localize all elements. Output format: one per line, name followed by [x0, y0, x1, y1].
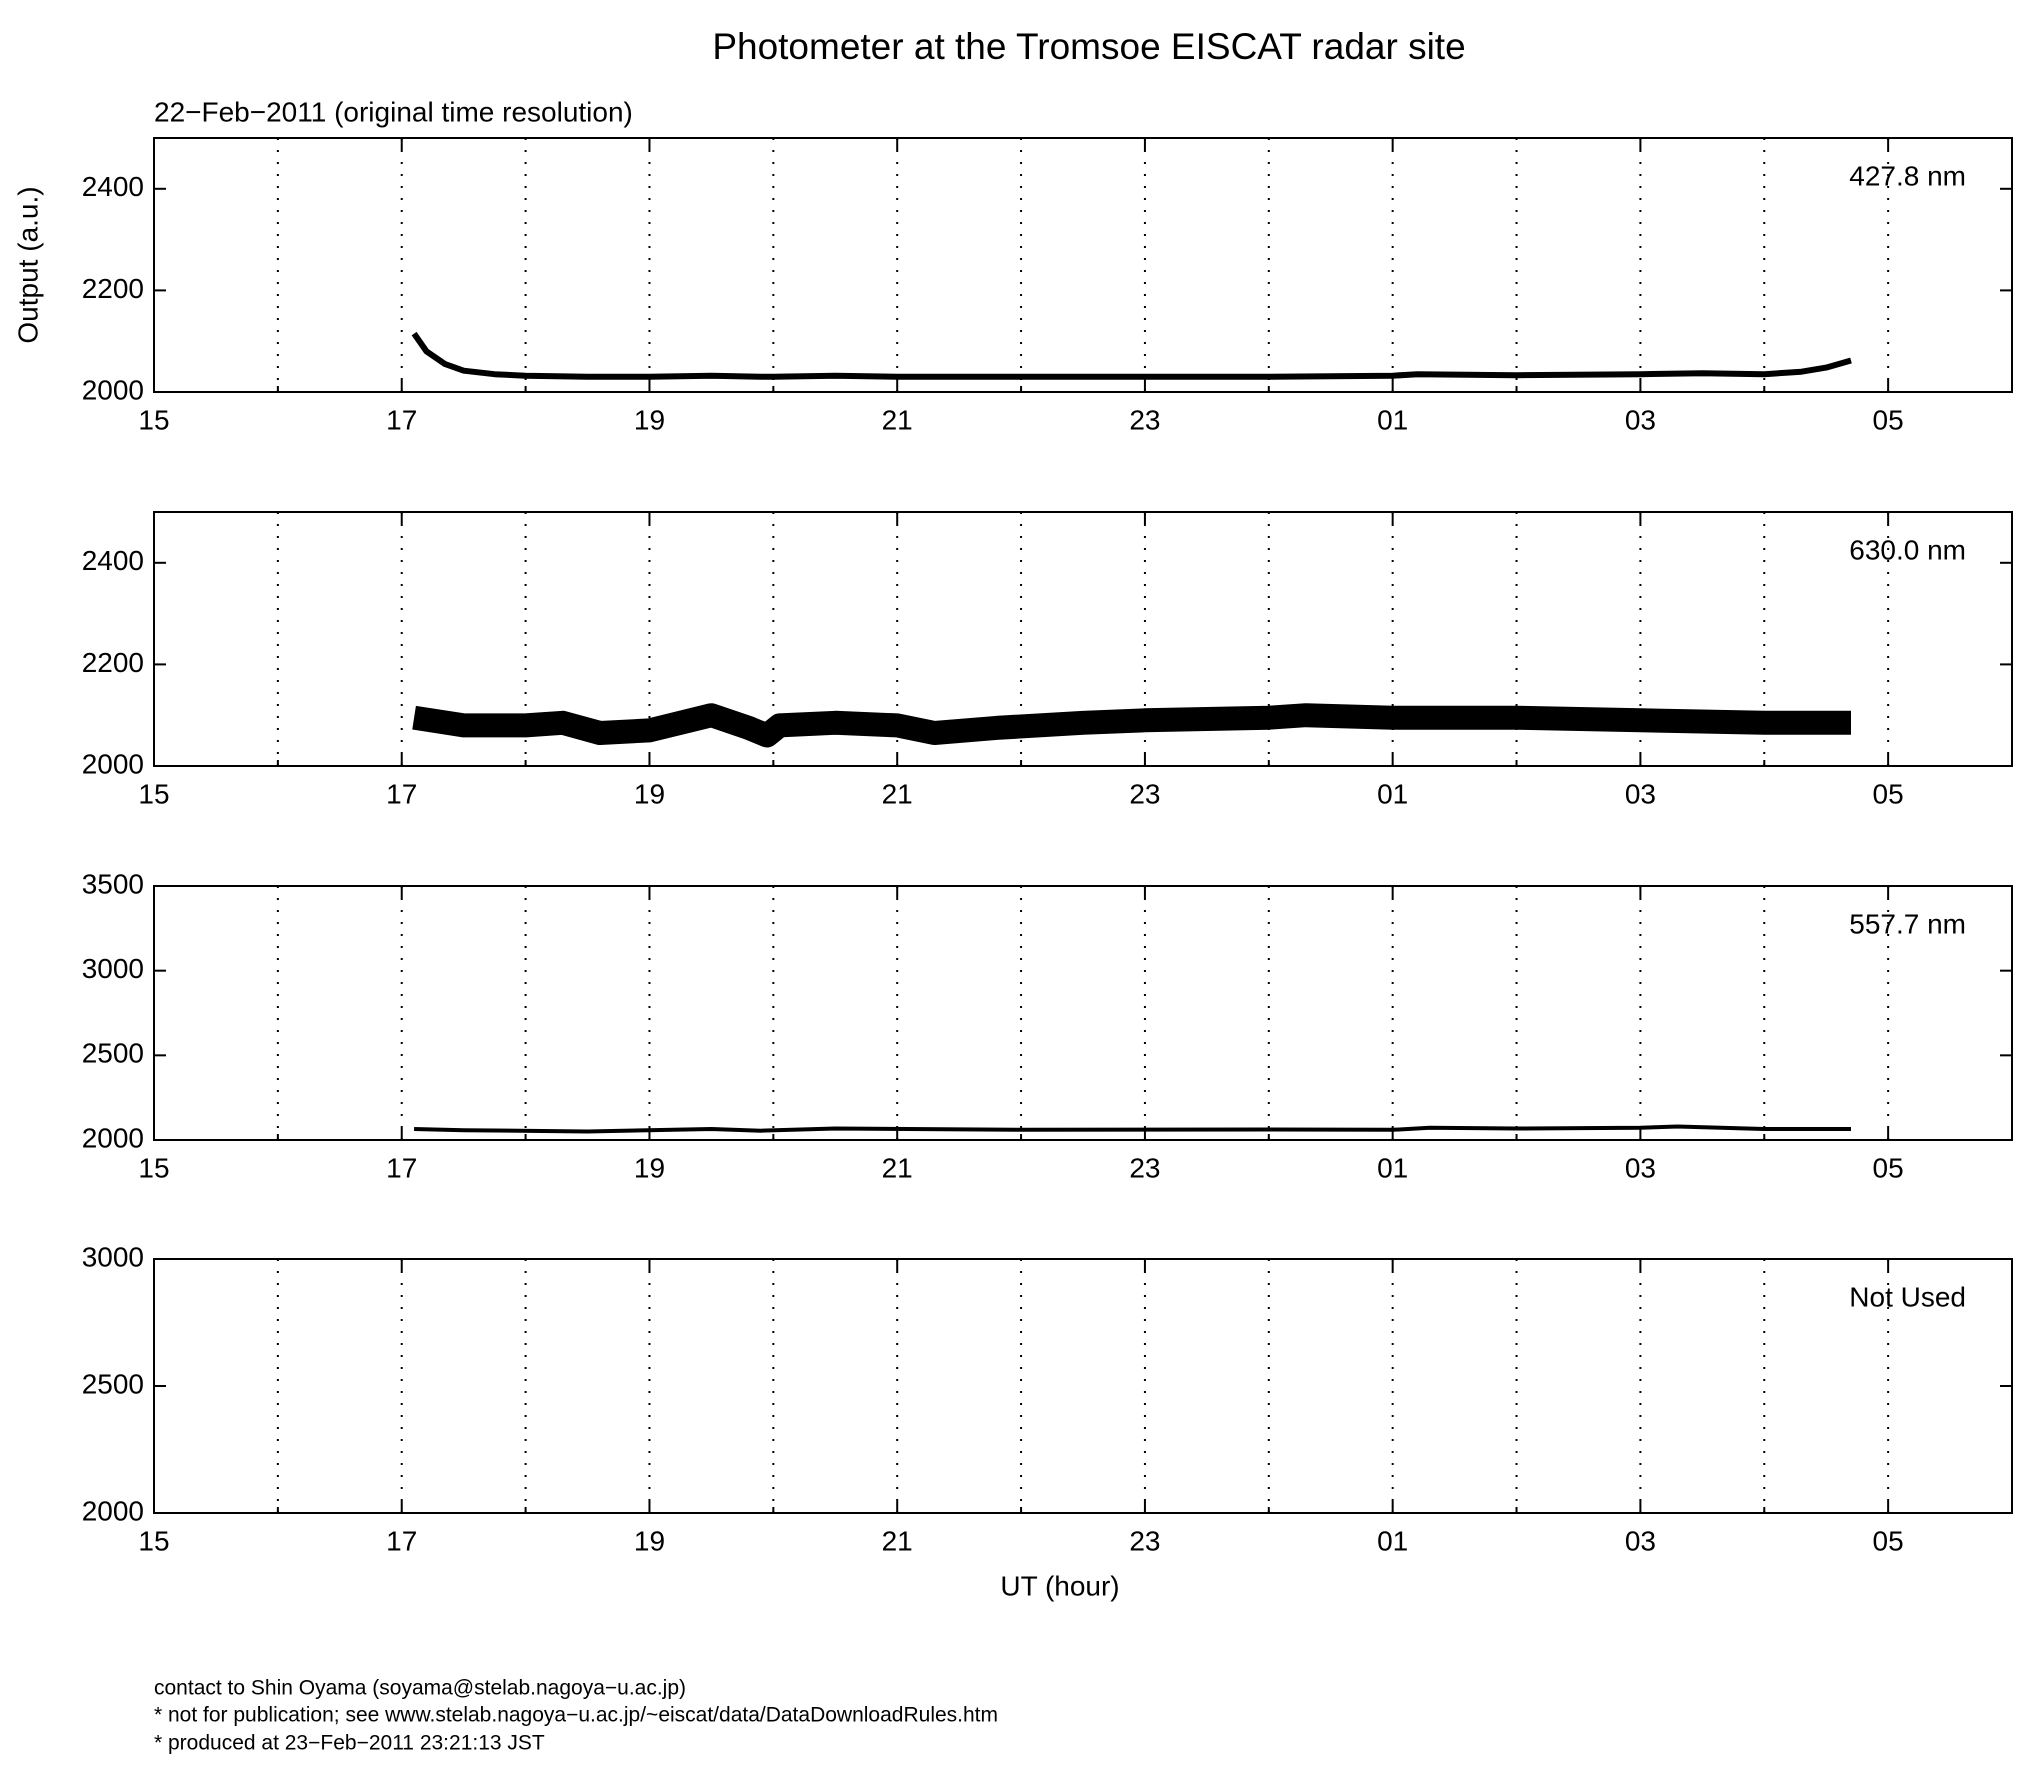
x-tick-label: 15 [138, 1525, 169, 1556]
y-tick-label: 2500 [82, 1038, 144, 1069]
x-tick-label: 03 [1625, 1152, 1656, 1183]
x-tick-label: 15 [138, 404, 169, 435]
x-tick-label: 17 [386, 1152, 417, 1183]
x-tick-label: 05 [1873, 778, 1904, 809]
subtitle: 22−Feb−2011 (original time resolution) [154, 96, 633, 127]
x-tick-label: 01 [1377, 404, 1408, 435]
series-label: 557.7 nm [1849, 908, 1966, 939]
y-tick-label: 2200 [82, 273, 144, 304]
x-tick-label: 17 [386, 1525, 417, 1556]
x-tick-label: 23 [1129, 404, 1160, 435]
x-tick-label: 05 [1873, 1152, 1904, 1183]
x-tick-label: 21 [882, 1152, 913, 1183]
figure-title: Photometer at the Tromsoe EISCAT radar s… [712, 26, 1465, 67]
y-tick-label: 2200 [82, 647, 144, 678]
x-tick-label: 17 [386, 778, 417, 809]
y-tick-label: 3000 [82, 953, 144, 984]
annotation: Not Used [1849, 1281, 1966, 1312]
y-axis-label: Output (a.u.) [12, 186, 43, 343]
plot-frame [153, 885, 2013, 1141]
footer-line: contact to Shin Oyama (soyama@stelab.nag… [154, 1677, 686, 1700]
x-tick-label: 19 [634, 1525, 665, 1556]
y-tick-label: 2000 [82, 374, 144, 405]
y-tick-label: 2000 [82, 748, 144, 779]
y-tick-label: 3500 [82, 868, 144, 899]
x-tick-label: 01 [1377, 1525, 1408, 1556]
x-tick-label: 03 [1625, 1525, 1656, 1556]
plot-frame [153, 1258, 2013, 1514]
y-tick-label: 2000 [82, 1122, 144, 1153]
y-tick-label: 2400 [82, 545, 144, 576]
x-tick-label: 23 [1129, 778, 1160, 809]
x-tick-label: 19 [634, 404, 665, 435]
x-tick-label: 17 [386, 404, 417, 435]
y-tick-label: 2500 [82, 1368, 144, 1399]
x-tick-label: 05 [1873, 404, 1904, 435]
x-tick-label: 01 [1377, 1152, 1408, 1183]
y-tick-label: 3000 [82, 1241, 144, 1272]
footer-line: * not for publication; see www.stelab.na… [154, 1704, 998, 1727]
x-tick-label: 23 [1129, 1525, 1160, 1556]
plot-frame [153, 511, 2013, 767]
x-tick-label: 19 [634, 778, 665, 809]
x-tick-label: 01 [1377, 778, 1408, 809]
x-tick-label: 21 [882, 1525, 913, 1556]
x-tick-label: 21 [882, 404, 913, 435]
data-line [414, 1124, 1851, 1134]
x-tick-label: 19 [634, 1152, 665, 1183]
x-tick-label: 23 [1129, 1152, 1160, 1183]
x-tick-label: 03 [1625, 778, 1656, 809]
data-line [412, 703, 1851, 748]
series-label: 630.0 nm [1849, 534, 1966, 565]
x-tick-label: 15 [138, 1152, 169, 1183]
x-axis-label: UT (hour) [1000, 1570, 1119, 1601]
plot-frame [153, 137, 2013, 393]
y-tick-label: 2000 [82, 1495, 144, 1526]
data-line [411, 331, 1852, 380]
series-label: 427.8 nm [1849, 160, 1966, 191]
footer-line: * produced at 23−Feb−2011 23:21:13 JST [154, 1732, 545, 1755]
x-tick-label: 21 [882, 778, 913, 809]
y-tick-label: 2400 [82, 171, 144, 202]
x-tick-label: 15 [138, 778, 169, 809]
x-tick-label: 03 [1625, 404, 1656, 435]
x-tick-label: 05 [1873, 1525, 1904, 1556]
